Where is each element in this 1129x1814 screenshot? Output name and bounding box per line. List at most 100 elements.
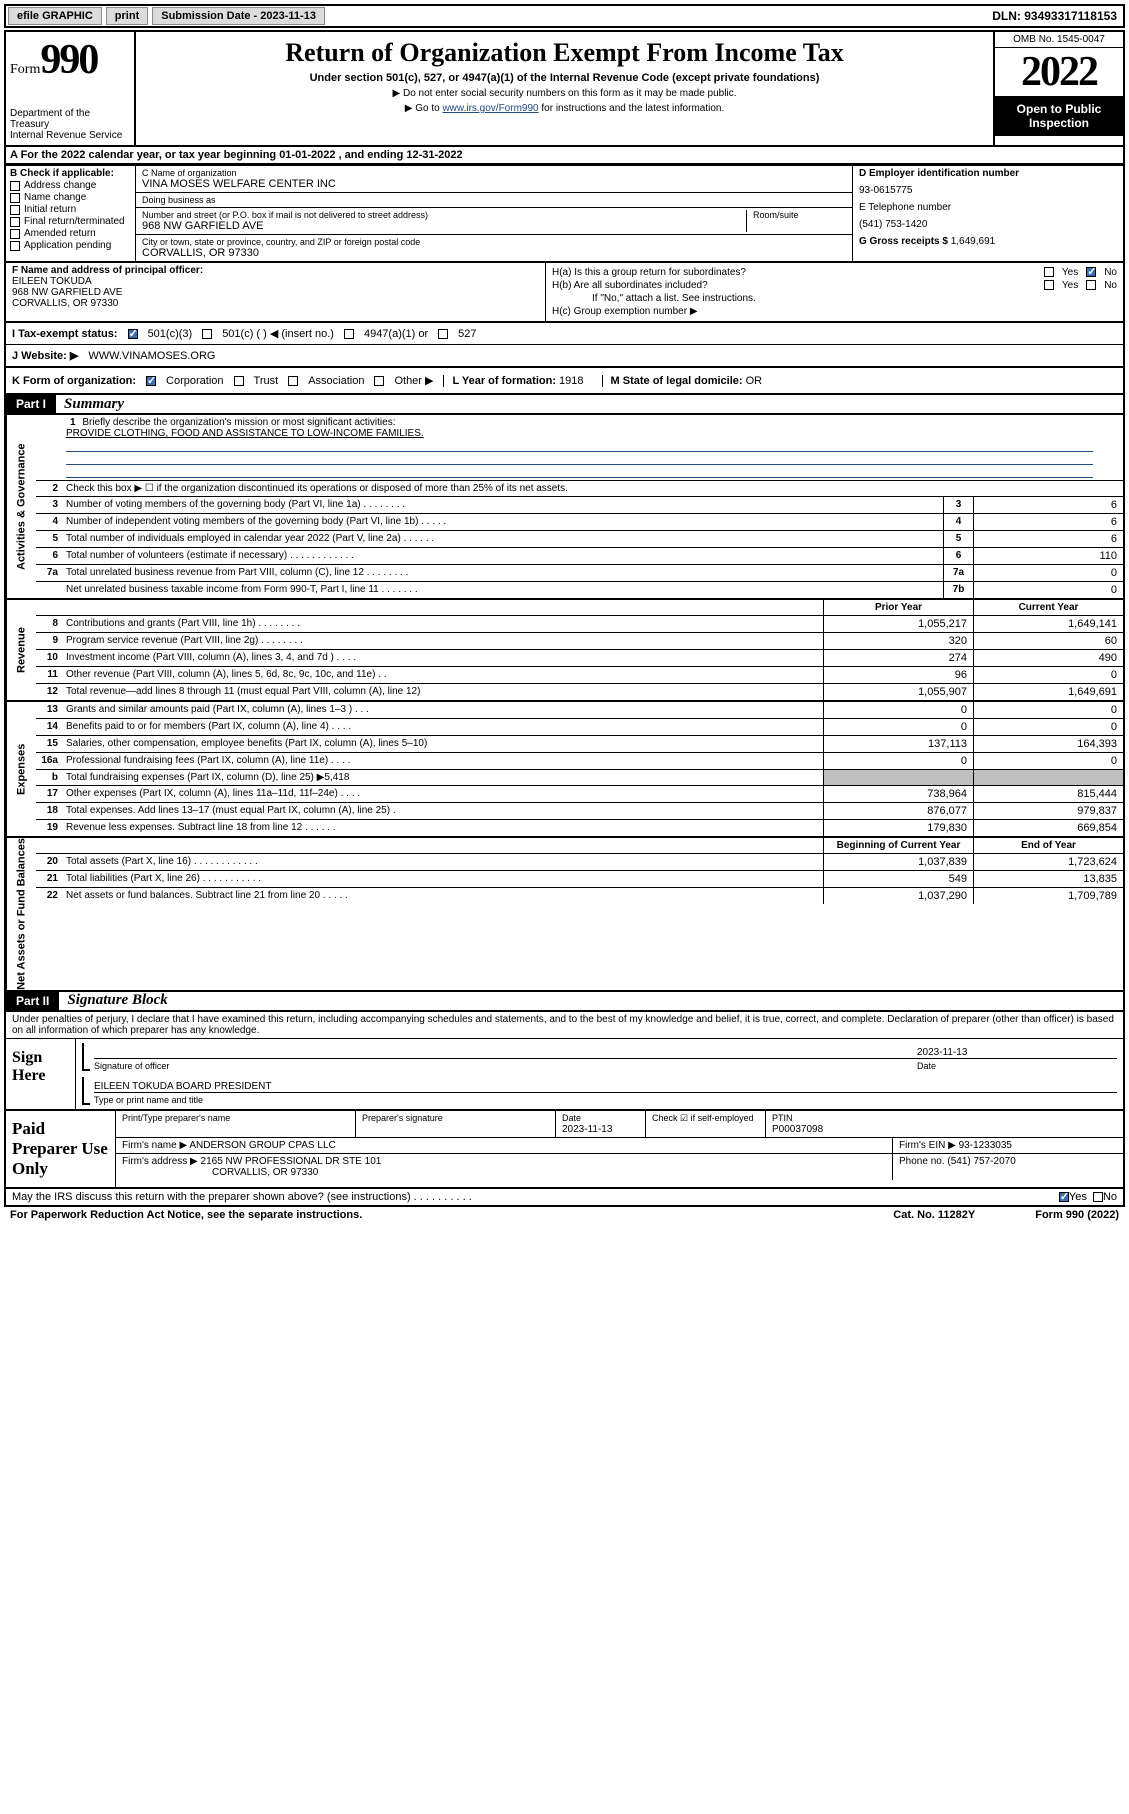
gov-val-5: 0 [973,582,1123,598]
line-desc: Program service revenue (Part VIII, line… [62,633,823,649]
firm-phone: (541) 757-2070 [947,1156,1015,1167]
line-num: 8 [36,616,62,632]
i-label: I Tax-exempt status: [12,328,118,340]
open-public-badge: Open to Public Inspection [995,96,1123,136]
curr-val [973,770,1123,785]
vtab-net-assets: Net Assets or Fund Balances [6,838,36,990]
prep-ptin: P00037098 [772,1124,823,1135]
line-num: 21 [36,871,62,887]
line-num: 9 [36,633,62,649]
hb-note: If "No," attach a list. See instructions… [592,293,756,304]
prior-val: 320 [823,633,973,649]
line-desc: Salaries, other compensation, employee b… [62,736,823,752]
k-assoc[interactable] [288,376,298,386]
vtab-governance: Activities & Governance [6,415,36,598]
irs-link[interactable]: www.irs.gov/Form990 [442,103,538,114]
i-527[interactable] [438,329,448,339]
officer-addr2: CORVALLIS, OR 97330 [12,298,539,309]
checkbox-final-return[interactable] [10,217,20,227]
checkbox-initial-return[interactable] [10,205,20,215]
k-o4: Other ▶ [394,374,433,387]
i-501c3[interactable] [128,329,138,339]
l-value: 1918 [559,375,583,387]
ha-label: H(a) Is this a group return for subordin… [552,267,746,278]
col-end-year: End of Year [973,838,1123,853]
sig-date-label: Date [917,1061,1117,1071]
submission-date-box: Submission Date - 2023-11-13 [152,7,325,25]
prep-h4: Check ☑ if self-employed [652,1113,754,1123]
line-desc: Revenue less expenses. Subtract line 18 … [62,820,823,836]
line-desc: Total liabilities (Part X, line 26) . . … [62,871,823,887]
efile-graphic-label: efile GRAPHIC [8,7,102,25]
curr-val: 1,723,624 [973,854,1123,870]
sign-date: 2023-11-13 [917,1047,1117,1058]
col-beginning-year: Beginning of Current Year [823,838,973,853]
g-gross-label: G Gross receipts $ [859,236,951,247]
line-desc: Total revenue—add lines 8 through 11 (mu… [62,684,823,700]
block-bcd: B Check if applicable: Address change Na… [4,166,1125,263]
part2-bar: Part II [6,992,59,1010]
e-phone-label: E Telephone number [859,202,1117,213]
firm-addr2: CORVALLIS, OR 97330 [122,1167,318,1178]
line-desc: Investment income (Part VIII, column (A)… [62,650,823,666]
hb-no[interactable] [1086,280,1096,290]
k-o2: Trust [254,375,279,387]
k-other[interactable] [374,376,384,386]
i-4947[interactable] [344,329,354,339]
org-name: VINA MOSES WELFARE CENTER INC [142,178,846,190]
prior-val: 1,037,839 [823,854,973,870]
line-desc: Professional fundraising fees (Part IX, … [62,753,823,769]
line-desc: Net assets or fund balances. Subtract li… [62,888,823,904]
gov-num-1: 4 [36,514,62,530]
ha-yes[interactable] [1044,267,1054,277]
discuss-row: May the IRS discuss this return with the… [4,1189,1125,1207]
gov-box-1: 4 [943,514,973,530]
gov-desc-0: Number of voting members of the governin… [62,497,943,513]
website-value: WWW.VINAMOSES.ORG [88,350,215,362]
print-button[interactable]: print [106,7,148,25]
prior-val [823,770,973,785]
officer-addr1: 968 NW GARFIELD AVE [12,287,539,298]
k-trust[interactable] [234,376,244,386]
d-ein-label: D Employer identification number [859,168,1117,179]
goto-line: ▶ Go to www.irs.gov/Form990 for instruct… [144,103,985,114]
hb-yes[interactable] [1044,280,1054,290]
checkbox-name-change[interactable] [10,193,20,203]
part2-header: Part II Signature Block [4,992,1125,1012]
checkbox-amended[interactable] [10,229,20,239]
prior-val: 179,830 [823,820,973,836]
curr-val: 60 [973,633,1123,649]
sig-bracket-icon-2 [82,1077,90,1105]
line-desc: Contributions and grants (Part VIII, lin… [62,616,823,632]
line-num: 16a [36,753,62,769]
prior-val: 738,964 [823,786,973,802]
gov-num-5 [36,582,62,598]
gov-box-3: 6 [943,548,973,564]
prep-h5: PTIN [772,1113,793,1123]
prior-val: 1,055,217 [823,616,973,632]
checkbox-address-change[interactable] [10,181,20,191]
k-corp[interactable] [146,376,156,386]
checkbox-app-pending[interactable] [10,241,20,251]
curr-val: 979,837 [973,803,1123,819]
prior-val: 0 [823,753,973,769]
room-label: Room/suite [753,210,846,220]
i-501c[interactable] [202,329,212,339]
omb-number: OMB No. 1545-0047 [995,32,1123,48]
sig-officer-label: Signature of officer [94,1061,917,1071]
section-expenses: Expenses 13 Grants and similar amounts p… [4,702,1125,838]
city-state-zip: CORVALLIS, OR 97330 [142,247,846,259]
curr-val: 1,649,691 [973,684,1123,700]
line-num: 13 [36,702,62,718]
part1-header: Part I Summary [4,395,1125,415]
officer-name: EILEEN TOKUDA [12,276,539,287]
ha-no[interactable] [1086,267,1096,277]
section-revenue: Revenue Prior Year Current Year 8 Contri… [4,600,1125,702]
discuss-yes[interactable] [1059,1192,1069,1202]
return-subtitle: Under section 501(c), 527, or 4947(a)(1)… [144,72,985,84]
discuss-no[interactable] [1093,1192,1103,1202]
sig-bracket-icon [82,1043,90,1071]
block-fh: F Name and address of principal officer:… [4,263,1125,323]
gov-desc-4: Total unrelated business revenue from Pa… [62,565,943,581]
line-desc: Other revenue (Part VIII, column (A), li… [62,667,823,683]
